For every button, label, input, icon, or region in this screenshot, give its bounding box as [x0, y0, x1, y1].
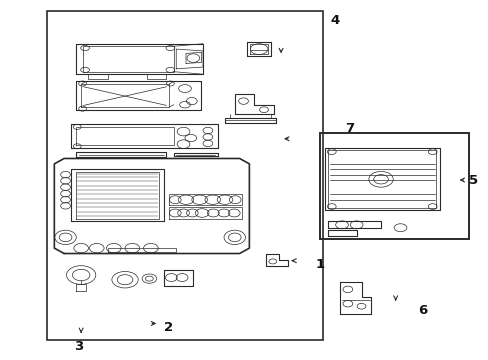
Text: 5: 5: [468, 174, 477, 186]
Bar: [47, 12, 322, 339]
Text: 1: 1: [315, 258, 324, 271]
Text: 3: 3: [74, 340, 83, 353]
Text: 2: 2: [164, 320, 173, 333]
Bar: [320, 134, 468, 239]
Text: 4: 4: [329, 14, 339, 27]
Text: 6: 6: [417, 305, 426, 318]
Text: 7: 7: [344, 122, 353, 135]
